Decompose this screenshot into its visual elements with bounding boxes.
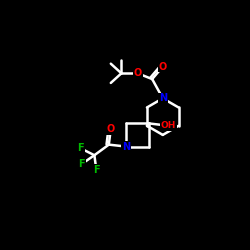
Text: F: F — [78, 159, 85, 169]
Text: O: O — [106, 124, 115, 134]
Text: O: O — [134, 68, 142, 78]
Text: OH: OH — [161, 121, 176, 130]
Text: F: F — [93, 165, 100, 175]
Text: O: O — [159, 62, 167, 72]
Text: F: F — [78, 144, 84, 154]
Text: N: N — [159, 93, 167, 103]
Text: N: N — [122, 142, 130, 152]
